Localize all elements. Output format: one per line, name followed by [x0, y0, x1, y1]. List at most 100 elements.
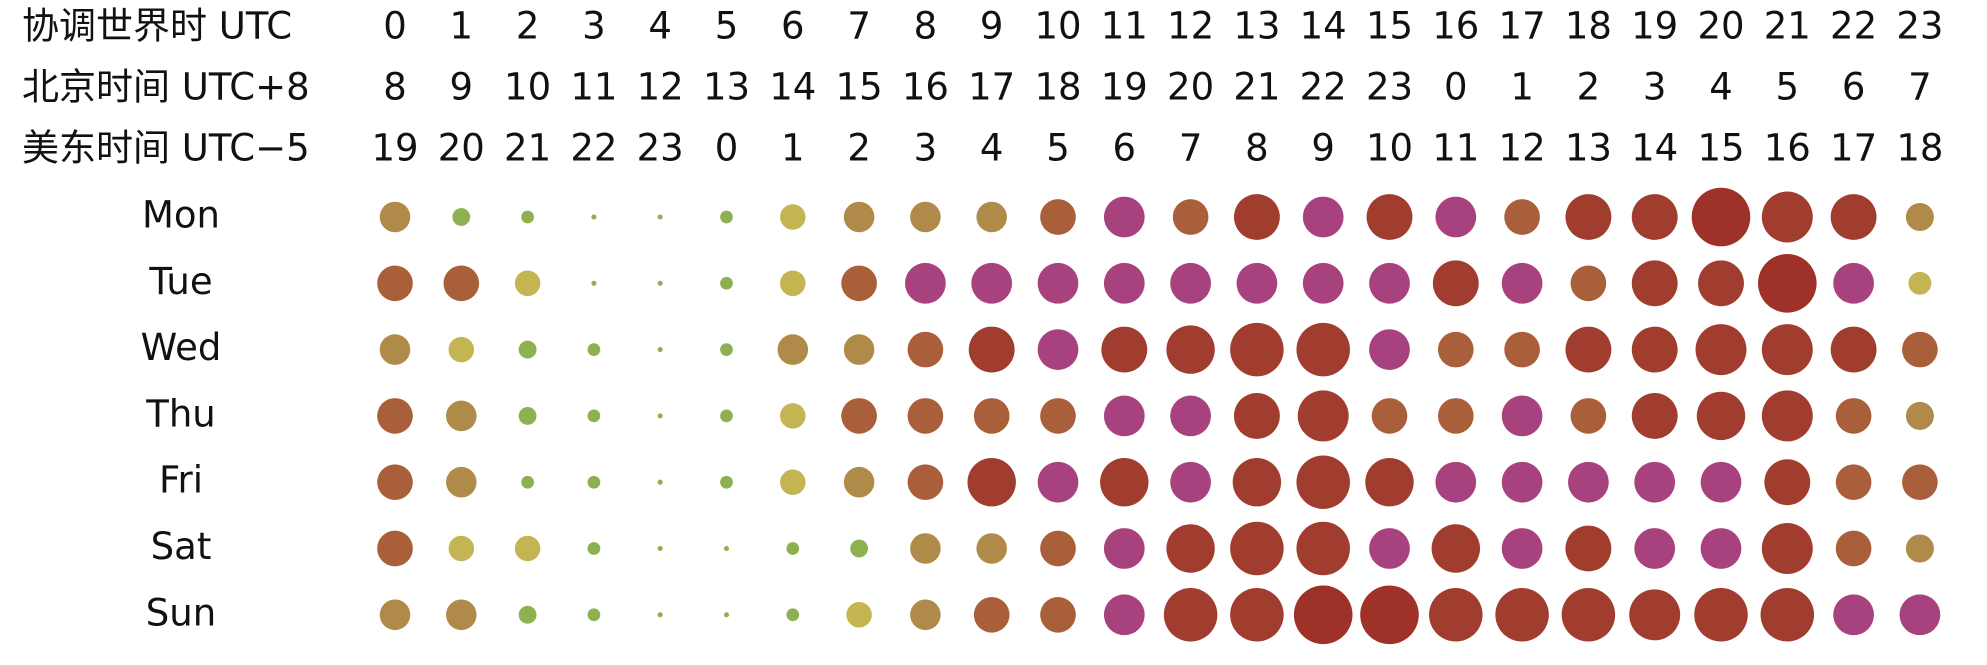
hour-label: 22	[1300, 66, 1347, 109]
punch-dot	[591, 280, 597, 286]
hour-label: 16	[1764, 127, 1811, 170]
punch-dot	[379, 201, 411, 233]
punch-dot	[587, 542, 601, 555]
punch-dot	[1166, 524, 1215, 573]
hour-label: 7	[1908, 66, 1932, 109]
punch-dot	[521, 210, 534, 224]
hour-label: 17	[1499, 5, 1546, 48]
punch-dot	[452, 208, 471, 226]
punch-dot	[377, 398, 413, 434]
punch-dot	[786, 608, 800, 622]
hour-label: 11	[570, 66, 617, 109]
hour-label: 18	[1034, 66, 1081, 109]
hour-label: 8	[383, 66, 407, 109]
punch-dot	[843, 334, 875, 365]
hour-label: 10	[1366, 127, 1413, 170]
punch-dot	[657, 347, 663, 353]
hour-label: 1	[1510, 66, 1534, 109]
hour-label: 7	[1179, 127, 1203, 170]
punch-dot	[971, 262, 1013, 304]
punch-dot	[1103, 528, 1145, 569]
punch-dot	[1166, 325, 1215, 374]
punch-dot	[1302, 196, 1344, 238]
hour-label: 13	[1565, 127, 1612, 170]
punch-dot	[1170, 262, 1211, 304]
punch-dot	[1101, 326, 1148, 373]
punch-dot	[1631, 326, 1678, 373]
punch-dot	[1360, 585, 1419, 645]
hour-label: 16	[1432, 5, 1479, 48]
punch-dot	[1899, 594, 1941, 636]
punch-dot	[1037, 262, 1079, 304]
day-label: Mon	[142, 194, 220, 237]
punch-dot	[720, 409, 733, 423]
punch-dot	[1103, 196, 1145, 238]
punch-dot	[1501, 262, 1543, 304]
punch-dot	[1230, 521, 1284, 576]
punch-dot	[1835, 398, 1872, 434]
punch-dot	[910, 599, 941, 631]
hour-label: 21	[504, 127, 551, 170]
punch-dot	[518, 340, 537, 359]
punch-dot	[1504, 199, 1540, 235]
hour-label: 22	[1830, 5, 1877, 48]
punch-dot	[1565, 326, 1612, 373]
punch-dot	[1568, 461, 1609, 503]
punch-dot	[1040, 596, 1076, 633]
punch-dot	[1761, 390, 1813, 442]
hour-label: 5	[1046, 127, 1070, 170]
hour-label: 13	[1233, 5, 1280, 48]
hour-label: 4	[648, 5, 672, 48]
punch-dot	[1696, 391, 1746, 441]
punch-dot	[1163, 588, 1218, 642]
punch-dot	[968, 326, 1015, 373]
punch-dot	[1293, 585, 1353, 645]
punch-dot	[1040, 199, 1076, 235]
punch-dot	[1040, 530, 1076, 567]
punch-dot	[1565, 525, 1612, 572]
time-row-label: 美东时间 UTC−5	[22, 127, 310, 170]
hour-label: 3	[582, 5, 606, 48]
punch-dot	[1504, 331, 1540, 368]
punch-dot	[780, 403, 806, 429]
hour-label: 23	[1896, 5, 1943, 48]
hour-label: 5	[715, 5, 739, 48]
punch-dot	[1631, 392, 1678, 439]
hour-label: 4	[1709, 66, 1733, 109]
punch-dot	[657, 612, 663, 618]
punch-dot	[514, 535, 541, 562]
hour-label: 23	[1366, 66, 1413, 109]
punch-dot	[723, 545, 730, 552]
hour-label: 14	[1300, 5, 1347, 48]
punch-dot	[1103, 594, 1145, 636]
punch-dot	[1902, 331, 1938, 368]
hour-label: 0	[1444, 66, 1468, 109]
punch-dot	[518, 605, 537, 624]
hour-label: 6	[781, 5, 805, 48]
punch-dot	[1296, 521, 1350, 576]
punch-dot	[1037, 461, 1079, 503]
punch-dot	[843, 201, 875, 233]
hour-label: 7	[847, 5, 871, 48]
hour-label: 19	[1631, 5, 1678, 48]
hour-label: 10	[1034, 5, 1081, 48]
punch-dot	[1172, 199, 1209, 235]
punch-dot	[777, 334, 809, 365]
hour-label: 2	[847, 127, 871, 170]
punch-dot	[1835, 530, 1872, 567]
punch-dot	[1905, 401, 1934, 430]
hour-label: 20	[1167, 66, 1214, 109]
punch-dot	[1908, 271, 1932, 295]
hour-label: 21	[1764, 5, 1811, 48]
punch-dot	[443, 265, 480, 302]
punch-dot	[1570, 398, 1607, 434]
day-label: Wed	[141, 326, 222, 369]
punch-dot	[587, 608, 601, 622]
punch-dot	[1501, 461, 1543, 503]
punch-dot	[1700, 528, 1742, 569]
hour-label: 14	[769, 66, 816, 109]
hour-label: 2	[516, 5, 540, 48]
day-label: Tue	[148, 260, 212, 303]
punch-dot	[1694, 588, 1748, 642]
